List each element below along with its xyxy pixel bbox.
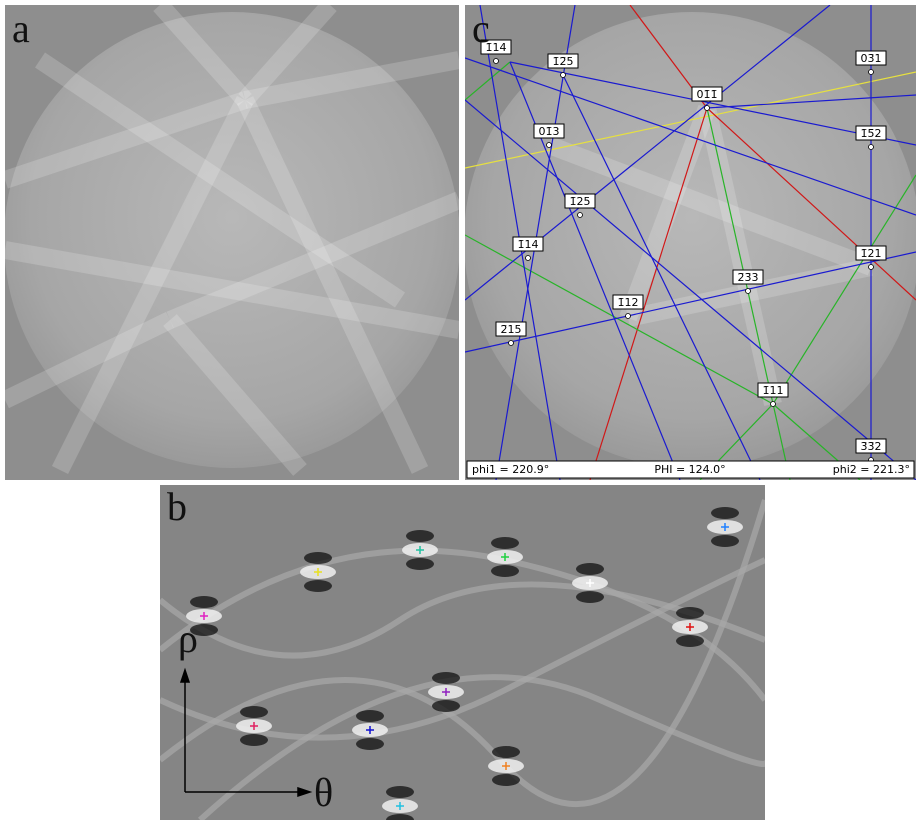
pole-dot <box>578 213 583 218</box>
peak-dark <box>432 700 460 712</box>
peak-dark <box>386 786 414 798</box>
peak-dark <box>406 530 434 542</box>
index-label: 2̄3̄3 <box>738 271 759 284</box>
pole-dot <box>561 73 566 78</box>
index-label: 01̄1̄ <box>697 88 718 101</box>
index-label: 1̄5̄2 <box>861 127 882 140</box>
pole-dot <box>526 256 531 261</box>
peak-dark <box>492 746 520 758</box>
status-phi2: phi2 = 221.3° <box>833 463 910 476</box>
index-label: 3̄3̄2 <box>861 440 882 453</box>
index-label: 1̄11 <box>763 384 784 397</box>
status-PHI: PHI = 124.0° <box>654 463 725 476</box>
peak-dark <box>576 563 604 575</box>
index-label: 1̄21 <box>861 247 882 260</box>
panel-letter: b <box>167 484 187 529</box>
pole-dot <box>626 314 631 319</box>
pole-dot <box>705 106 710 111</box>
index-label: 01̄3 <box>539 125 560 138</box>
index-label: 1̄2̄5 <box>553 55 574 68</box>
pole-dot <box>771 402 776 407</box>
index-label: 1̄14 <box>518 238 539 251</box>
peak-dark <box>240 734 268 746</box>
peak-dark <box>676 635 704 647</box>
index-label: 1̄25 <box>570 195 591 208</box>
panel-a: a <box>4 5 460 480</box>
peak-dark <box>432 672 460 684</box>
peak-dark <box>492 774 520 786</box>
peak-dark <box>356 710 384 722</box>
panel-b: b ρ θ <box>160 484 766 820</box>
index-label: 1̄12 <box>618 296 639 309</box>
figure: a <box>0 0 916 820</box>
pole-dot <box>869 145 874 150</box>
panel-letter: c <box>472 6 490 51</box>
peak-dark <box>711 535 739 547</box>
peak-dark <box>240 706 268 718</box>
peak-dark <box>491 537 519 549</box>
peak-dark <box>711 507 739 519</box>
panel-letter: a <box>12 6 30 51</box>
index-label: 2̄15 <box>501 323 522 336</box>
peak-dark <box>491 565 519 577</box>
peak-dark <box>304 580 332 592</box>
pole-dot <box>869 70 874 75</box>
index-label: 03̄1 <box>861 52 882 65</box>
peak-dark <box>676 607 704 619</box>
pole-dot <box>869 265 874 270</box>
peak-dark <box>190 596 218 608</box>
pole-dot <box>494 59 499 64</box>
status-phi1: phi1 = 220.9° <box>472 463 549 476</box>
peak-dark <box>576 591 604 603</box>
peak-dark <box>406 558 434 570</box>
theta-label: θ <box>314 770 333 815</box>
peak-dark <box>356 738 384 750</box>
rho-label: ρ <box>178 616 198 661</box>
pole-dot <box>746 289 751 294</box>
pole-dot <box>547 143 552 148</box>
peak-dark <box>304 552 332 564</box>
pole-dot <box>509 341 514 346</box>
